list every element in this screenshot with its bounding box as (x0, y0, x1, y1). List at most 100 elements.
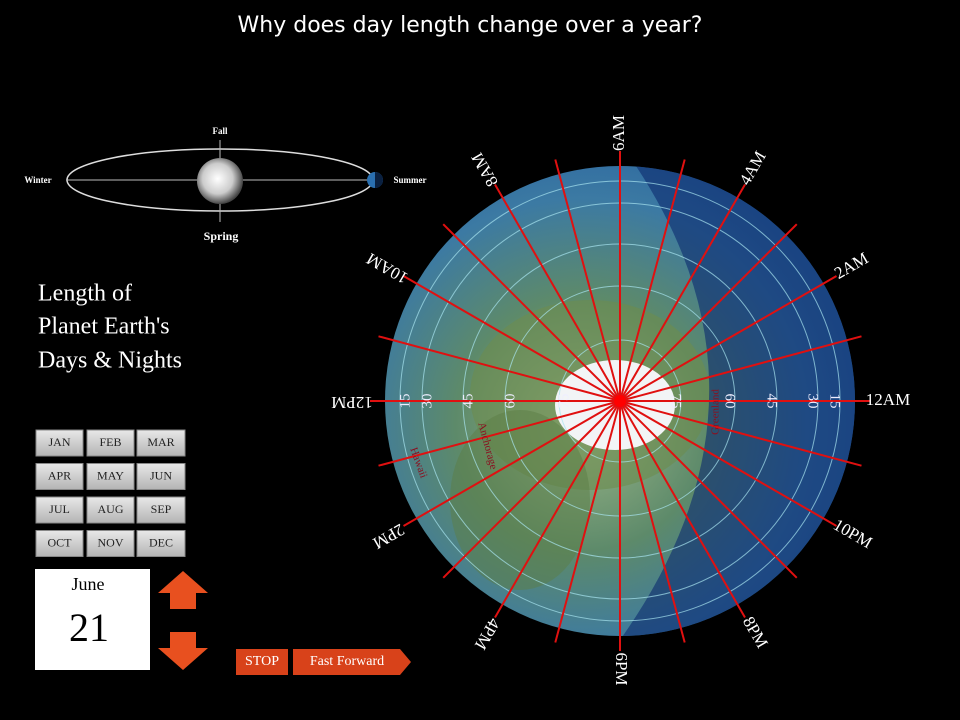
month-button[interactable]: JUL (35, 496, 84, 524)
button-bg (136, 463, 186, 490)
latitude-label: 30 (419, 394, 435, 409)
hour-line (402, 275, 621, 402)
hour-line (378, 335, 621, 402)
hour-label: 8PM (739, 613, 772, 651)
pole (614, 395, 626, 407)
hour-line (619, 159, 686, 402)
date-day: 21 (69, 605, 109, 650)
orbit-label: Spring (204, 229, 239, 243)
orbit-diagram: Fall Winter Summer Spring (24, 126, 426, 243)
button-bg (86, 463, 135, 490)
date-month: June (72, 574, 105, 594)
button-label: AUG (98, 502, 124, 516)
hour-line (494, 183, 621, 402)
button-label: DEC (149, 535, 173, 549)
month-button[interactable]: JAN (35, 429, 84, 457)
button-label: JAN (48, 435, 70, 449)
orbit-label: Winter (24, 175, 51, 185)
hour-label: 2PM (370, 520, 408, 553)
button-bg (86, 496, 135, 524)
heading-line: Length of (38, 281, 132, 307)
orbit-label: Summer (394, 175, 427, 185)
button-label: NOV (98, 535, 124, 549)
month-button[interactable]: NOV (86, 530, 135, 557)
button-bg (86, 429, 135, 457)
hour-label: 10PM (830, 515, 876, 552)
button-label: STOP (245, 654, 279, 669)
stop-button[interactable]: STOP (236, 649, 288, 675)
hour-label: 8AM (467, 149, 501, 190)
hour-line (494, 400, 621, 619)
dial: 6AM 4AM 2AM 12AM 10PM 8PM 6PM 4PM 2PM 12PM 10AM 8AM… (331, 115, 910, 685)
hour-line (619, 400, 862, 467)
heading-line: Planet Earth's (38, 314, 170, 340)
button-bg (136, 530, 186, 557)
globe: 6AM 4AM 2AM 12AM 10PM 8PM 6PM 4PM 2PM 12PM 10AM 8AM… (331, 115, 910, 685)
hour-label: 4PM (471, 615, 504, 653)
month-button[interactable]: MAR (136, 429, 186, 457)
hour-line (619, 400, 686, 643)
button-bg (293, 649, 411, 675)
hour-label: 6AM (609, 115, 628, 151)
earth-night (375, 172, 383, 188)
latitude-label: 75 (668, 394, 684, 409)
button-label: FEB (99, 435, 121, 449)
hour-line (619, 400, 798, 579)
hour-line (442, 223, 621, 402)
down-arrow[interactable] (158, 632, 208, 670)
latitude-label: 45 (460, 394, 476, 409)
button-bg (35, 429, 84, 457)
heading: Length of Planet Earth's Days & Nights (38, 281, 182, 374)
hour-label: 2AM (831, 248, 872, 282)
hour-line (378, 400, 621, 467)
latitude-label: 30 (805, 394, 821, 409)
button-label: SEP (151, 502, 172, 516)
month-buttons: JAN FEB MAR APR MAY JUN JUL AUG SEP OCT NOV DEC (35, 429, 186, 557)
button-label: JUL (49, 502, 70, 516)
latitude-label: 45 (764, 394, 780, 409)
latitude-label: 60 (722, 394, 738, 409)
month-button[interactable]: APR (35, 463, 84, 490)
fast-forward-button[interactable]: Fast Forward (293, 649, 411, 675)
place-label: Greenland (710, 389, 722, 435)
month-button[interactable]: AUG (86, 496, 135, 524)
month-button[interactable]: JUN (136, 463, 186, 490)
button-bg (136, 429, 186, 457)
date-card (35, 569, 150, 670)
up-arrow[interactable] (158, 571, 208, 609)
hour-label: 12PM (331, 393, 373, 412)
hour-line (619, 223, 798, 402)
button-label: MAY (97, 468, 124, 482)
hour-line (402, 400, 621, 527)
hour-label: 4AM (735, 148, 769, 189)
latitude-label: 75 (556, 394, 572, 409)
hour-line (442, 400, 621, 579)
latitude-label: 15 (397, 394, 413, 409)
button-label: Fast Forward (310, 654, 384, 669)
title: Why does day length change over a year? (238, 13, 703, 38)
button-bg (35, 463, 84, 490)
month-button[interactable]: FEB (86, 429, 135, 457)
hour-line (619, 183, 746, 402)
month-button[interactable]: OCT (35, 530, 84, 557)
hour-line (619, 335, 862, 402)
month-button[interactable]: DEC (136, 530, 186, 557)
hour-label: 12AM (866, 390, 910, 409)
sun (197, 158, 243, 204)
month-button[interactable]: MAY (86, 463, 135, 490)
button-bg (236, 649, 288, 675)
orbit-label: Fall (213, 126, 228, 136)
button-label: MAR (147, 435, 174, 449)
hour-line (554, 400, 621, 643)
hour-line (619, 275, 838, 402)
month-button[interactable]: SEP (136, 496, 186, 524)
button-bg (136, 496, 186, 524)
hour-line (619, 400, 746, 619)
latitude-label: 60 (502, 394, 518, 409)
button-bg (86, 530, 135, 557)
hour-line (619, 400, 838, 527)
hour-line (554, 159, 621, 402)
button-bg (35, 530, 84, 557)
